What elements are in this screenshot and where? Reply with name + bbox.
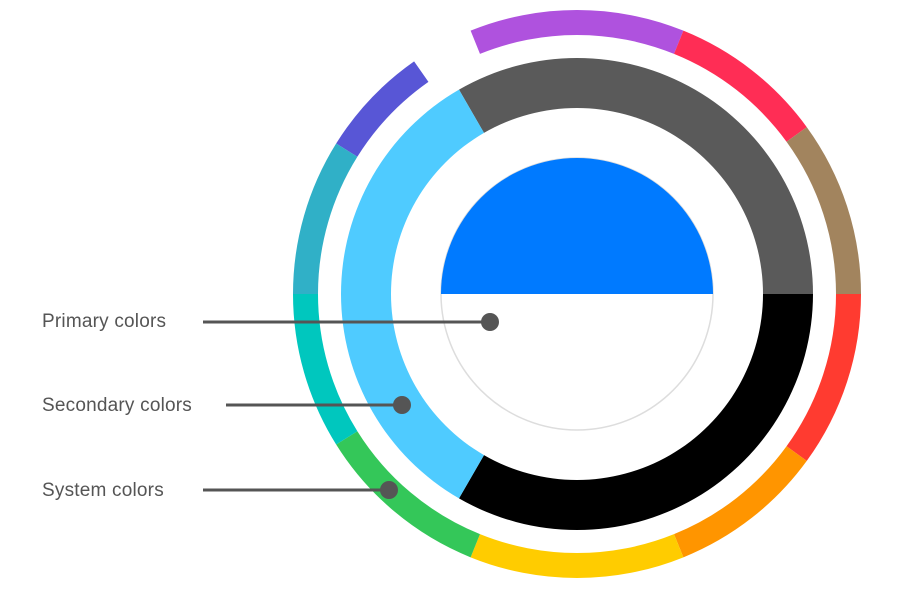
system-color-segment [292,143,358,294]
system-color-segment [292,294,358,445]
system-colors-ring [292,9,861,579]
system-colors-label: System colors [42,480,164,501]
secondary-color-segment [341,89,484,499]
system-colors-marker [380,481,398,499]
system-color-segment [470,534,684,579]
secondary-colors-marker [393,396,411,414]
system-color-segment [786,127,861,294]
primary-colors-marker [481,313,499,331]
secondary-colors-label: Secondary colors [42,395,192,416]
system-color-segment [336,61,429,157]
secondary-colors-ring [341,58,813,530]
system-color-segment [674,446,807,558]
callout-leaders [203,313,499,499]
secondary-color-segment [459,294,813,530]
primary-colors-label: Primary colors [42,311,167,332]
system-color-segment [470,9,684,54]
system-color-segment [786,294,861,461]
primary-disc-top-half [441,158,713,294]
primary-colors-disc [440,157,714,431]
system-color-segment [336,431,480,558]
secondary-color-segment [459,58,813,295]
system-color-segment [674,30,807,142]
